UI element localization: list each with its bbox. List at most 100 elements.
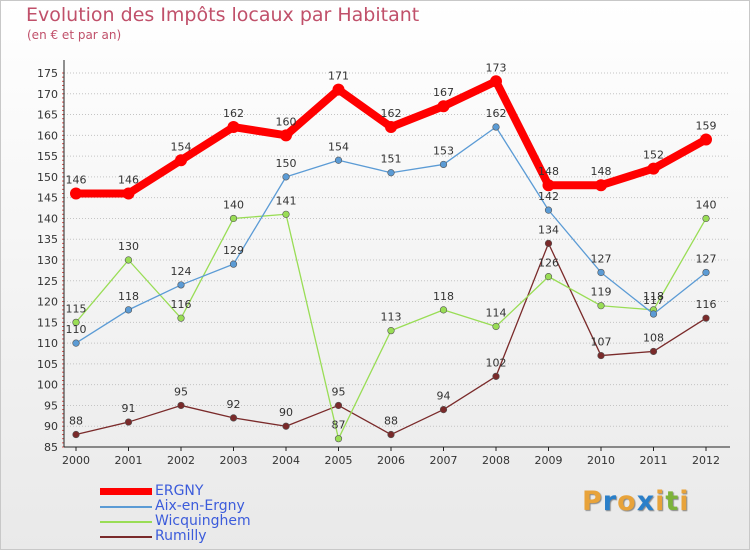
- data-label: 95: [174, 385, 188, 398]
- data-point: [334, 156, 343, 164]
- y-tick-label: 150: [37, 171, 58, 184]
- data-label: 118: [433, 290, 454, 303]
- data-label: 115: [66, 302, 87, 315]
- y-tick-label: 85: [44, 441, 58, 454]
- data-label: 162: [381, 107, 402, 120]
- chart-title: Evolution des Impôts locaux par Habitant: [26, 4, 420, 26]
- data-point: [439, 160, 448, 169]
- data-label: 91: [122, 402, 136, 415]
- data-label: 129: [223, 244, 244, 257]
- y-tick-label: 110: [37, 337, 58, 350]
- data-point: [124, 256, 133, 264]
- chart-subtitle: (en € et par an): [27, 28, 122, 42]
- y-tick-label: 90: [44, 420, 58, 433]
- data-point: [597, 268, 605, 277]
- logo-letter: i: [655, 486, 666, 517]
- y-tick-label: 155: [37, 150, 58, 163]
- data-point: [124, 418, 133, 426]
- data-label: 108: [643, 331, 664, 344]
- proxiti-logo: Proxiti: [582, 486, 690, 517]
- x-tick-label: 2010: [587, 454, 615, 467]
- data-point: [492, 322, 500, 331]
- x-tick-label: 2009: [535, 454, 563, 467]
- data-label: 110: [66, 323, 87, 336]
- legend-item-wicquinghem: Wicquinghem: [100, 513, 320, 529]
- data-label: 124: [171, 265, 192, 278]
- data-label: 153: [433, 144, 454, 157]
- data-label: 118: [118, 290, 139, 303]
- data-point: [332, 83, 345, 96]
- data-point: [702, 214, 710, 223]
- data-point: [647, 162, 660, 175]
- data-label: 88: [384, 415, 398, 428]
- data-label: 146: [66, 174, 87, 187]
- data-label: 140: [223, 198, 244, 211]
- data-point: [387, 169, 395, 177]
- x-tick-label: 2007: [430, 454, 458, 467]
- data-point: [229, 214, 238, 223]
- data-point: [439, 306, 448, 314]
- data-point: [597, 351, 605, 360]
- data-label: 87: [332, 419, 346, 432]
- data-point: [282, 210, 290, 218]
- y-tick-label: 145: [37, 192, 58, 205]
- x-tick-label: 2002: [167, 454, 195, 467]
- y-tick-label: 140: [37, 212, 58, 225]
- data-label: 107: [591, 336, 612, 349]
- y-tick-label: 115: [37, 316, 58, 329]
- logo-letter: r: [602, 486, 618, 517]
- x-tick-label: 2006: [377, 454, 405, 467]
- x-tick-label: 2004: [272, 454, 300, 467]
- data-point: [282, 422, 290, 430]
- data-point: [334, 435, 343, 443]
- data-label: 116: [696, 298, 717, 311]
- data-point: [700, 133, 712, 146]
- x-tick-label: 2005: [325, 454, 353, 467]
- data-label: 162: [486, 107, 507, 120]
- data-label: 88: [69, 415, 83, 428]
- x-tick-label: 2001: [115, 454, 143, 467]
- legend-swatch-wicquinghem: [100, 521, 152, 523]
- data-point: [439, 406, 448, 414]
- legend-item-aix-en-ergny: Aix-en-Ergny: [100, 498, 320, 514]
- data-label: 126: [538, 257, 559, 270]
- x-tick-label: 2012: [692, 454, 720, 467]
- data-label: 154: [171, 140, 192, 153]
- data-point: [177, 281, 185, 289]
- data-label: 127: [591, 252, 612, 265]
- data-point: [70, 187, 82, 200]
- data-point: [280, 129, 292, 142]
- logo-letter: i: [679, 486, 690, 517]
- x-tick-label: 2000: [62, 454, 90, 467]
- legend-label-rumilly: Rumilly: [155, 528, 207, 544]
- data-label: 150: [276, 157, 297, 170]
- data-label: 90: [279, 406, 293, 419]
- x-tick-label: 2003: [220, 454, 248, 467]
- data-point: [334, 401, 343, 410]
- data-label: 162: [223, 107, 244, 120]
- data-point: [177, 314, 185, 322]
- data-point: [542, 179, 555, 192]
- data-point: [124, 306, 133, 314]
- data-label: 92: [227, 398, 241, 411]
- data-label: 117: [643, 294, 664, 307]
- data-label: 148: [538, 165, 559, 178]
- data-point: [387, 327, 395, 335]
- data-label: 130: [118, 240, 139, 253]
- data-label: 148: [591, 165, 612, 178]
- data-point: [702, 314, 710, 322]
- data-point: [229, 260, 238, 268]
- data-point: [649, 347, 658, 356]
- y-tick-label: 135: [37, 233, 58, 246]
- data-label: 141: [276, 194, 297, 207]
- y-tick-label: 95: [44, 399, 58, 412]
- data-point: [72, 430, 80, 439]
- y-tick-label: 120: [37, 296, 58, 309]
- data-point: [490, 75, 502, 88]
- data-point: [385, 121, 397, 134]
- data-point: [387, 430, 395, 439]
- legend-swatch-ergny: [100, 488, 152, 495]
- data-point: [177, 401, 185, 410]
- data-label: 95: [332, 385, 346, 398]
